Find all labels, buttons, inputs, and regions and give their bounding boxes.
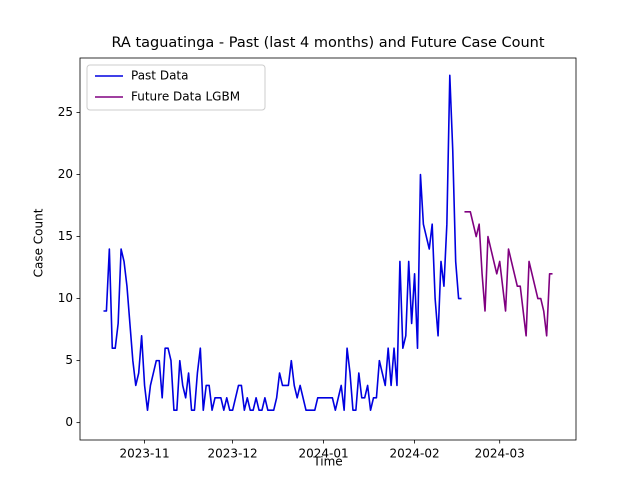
series-line <box>464 210 553 337</box>
legend-box <box>86 64 266 111</box>
x-tick-label: 2023-11 <box>119 447 169 461</box>
series-line <box>103 74 462 412</box>
y-axis-label: Case Count <box>32 208 46 277</box>
x-tick-label: 2024-01 <box>299 447 349 461</box>
x-tick-label: 2023-12 <box>208 447 258 461</box>
x-axis-label: Time <box>312 455 342 469</box>
y-tick-label: 5 <box>65 353 73 367</box>
chart-title: RA taguatinga - Past (last 4 months) and… <box>111 35 544 51</box>
legend-label: Future Data LGBM <box>131 90 240 104</box>
y-tick-label: 25 <box>58 105 73 119</box>
plot-frame <box>79 57 577 441</box>
x-tick-label: 2024-02 <box>390 447 440 461</box>
legend-label: Past Data <box>131 69 188 83</box>
y-tick-label: 0 <box>65 415 73 429</box>
y-tick-label: 20 <box>58 167 73 181</box>
y-tick-label: 10 <box>58 291 73 305</box>
x-tick-label: 2024-03 <box>475 447 525 461</box>
y-tick-label: 15 <box>58 229 73 243</box>
